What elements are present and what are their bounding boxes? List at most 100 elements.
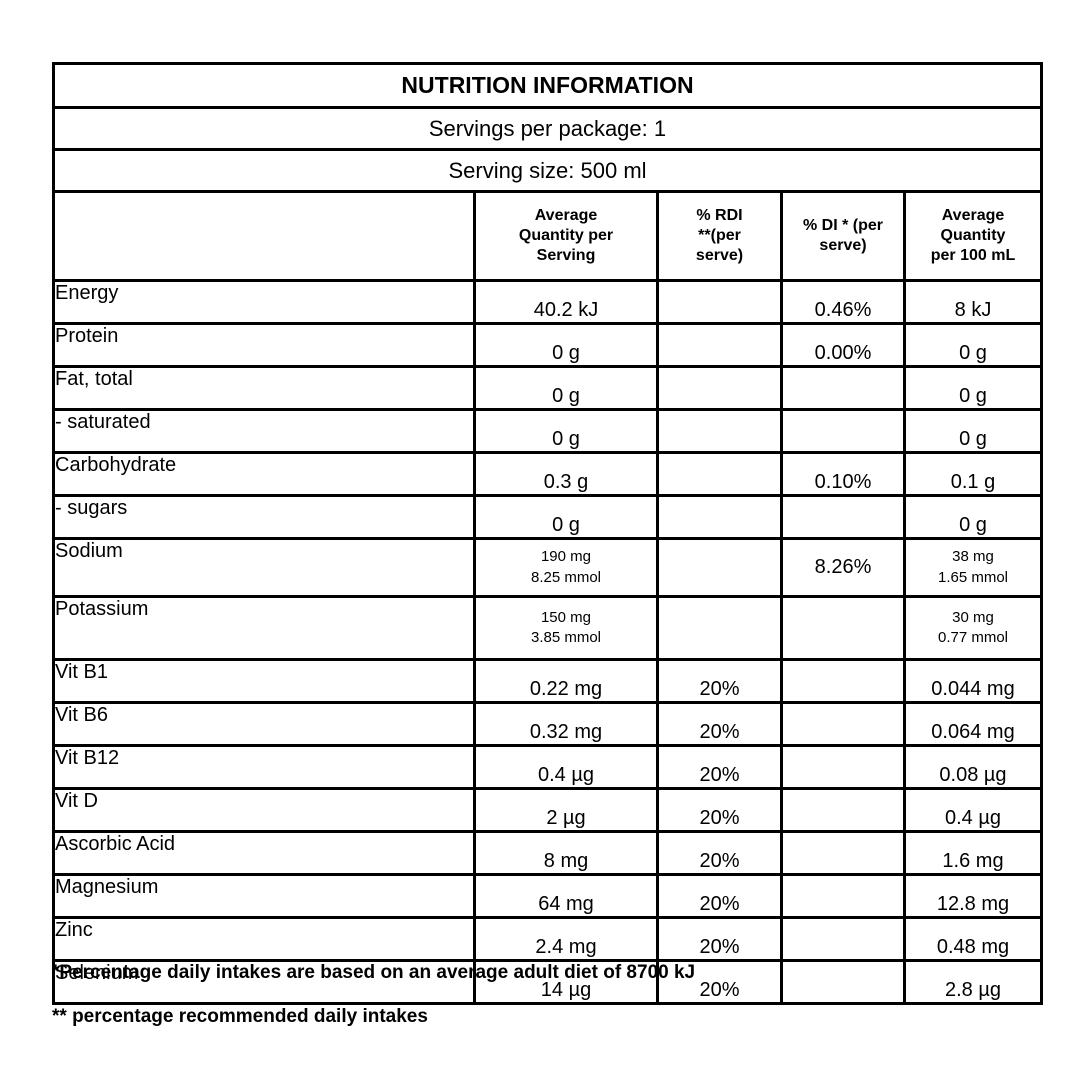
avg-per-100ml-value: 8 kJ <box>903 279 1043 325</box>
rdi-value <box>656 322 783 368</box>
serving-size-row: Serving size: 500 ml <box>52 148 1043 193</box>
footnote-rdi: ** percentage recommended daily intakes <box>52 1006 428 1027</box>
di-value: 8.26% <box>780 537 906 598</box>
avg-per-100ml-value: 38 mg 1.65 mmol <box>903 537 1043 598</box>
di-value <box>780 787 906 833</box>
rdi-value: 20% <box>656 744 783 790</box>
servings-per-package: Servings per package: 1 <box>52 106 1043 151</box>
di-value <box>780 658 906 704</box>
footnote-daily-intake: *Percentage daily intakes are based on a… <box>52 962 696 983</box>
avg-per-100ml-value: 30 mg 0.77 mmol <box>903 595 1043 661</box>
row-ascorbic-acid: Ascorbic Acid 8 mg 20% 1.6 mg <box>52 830 1043 876</box>
row-magnesium: Magnesium 64 mg 20% 12.8 mg <box>52 873 1043 919</box>
avg-per-serving-value: 8 mg <box>473 830 659 876</box>
rdi-value: 20% <box>656 916 783 962</box>
nutrient-name: - saturated <box>52 408 476 454</box>
avg-per-serving-value: 190 mg 8.25 mmol <box>473 537 659 598</box>
nutrient-name: Vit D <box>52 787 476 833</box>
di-value: 0.00% <box>780 322 906 368</box>
di-value: 0.10% <box>780 451 906 497</box>
nutrient-name: Selenium <box>52 959 476 1005</box>
di-value <box>780 916 906 962</box>
avg-per-100ml-value: 0 g <box>903 322 1043 368</box>
nutrient-name: Magnesium <box>52 873 476 919</box>
row-zinc: Zinc 2.4 mg 20% 0.48 mg <box>52 916 1043 962</box>
row-vit-b6: Vit B6 0.32 mg 20% 0.064 mg <box>52 701 1043 747</box>
avg-per-100ml-value: 0.4 µg <box>903 787 1043 833</box>
column-header-avg-per-serving: Average Quantity per Serving <box>473 190 659 282</box>
avg-per-serving-value: 0.32 mg <box>473 701 659 747</box>
avg-per-100ml-value: 12.8 mg <box>903 873 1043 919</box>
nutrient-name: Fat, total <box>52 365 476 411</box>
avg-per-100ml-value: 0 g <box>903 365 1043 411</box>
rdi-value: 20% <box>656 658 783 704</box>
table-title: NUTRITION INFORMATION <box>52 62 1043 109</box>
avg-per-100ml-value: 1.6 mg <box>903 830 1043 876</box>
rdi-value <box>656 537 783 598</box>
rdi-value <box>656 494 783 540</box>
row-carbohydrate: Carbohydrate 0.3 g 0.10% 0.1 g <box>52 451 1043 497</box>
column-header-avg-per-100ml: Average Quantity per 100 mL <box>903 190 1043 282</box>
nutrient-name: Protein <box>52 322 476 368</box>
row-vit-b1: Vit B1 0.22 mg 20% 0.044 mg <box>52 658 1043 704</box>
column-header-rdi: % RDI **(per serve) <box>656 190 783 282</box>
avg-per-serving-value: 40.2 kJ <box>473 279 659 325</box>
nutrient-name: Potassium <box>52 595 476 661</box>
rdi-value <box>656 451 783 497</box>
nutrition-table: NUTRITION INFORMATION Servings per packa… <box>52 62 1043 1005</box>
nutrient-name: Ascorbic Acid <box>52 830 476 876</box>
avg-per-serving-value: 0 g <box>473 322 659 368</box>
rdi-value <box>656 595 783 661</box>
nutrient-name: Carbohydrate <box>52 451 476 497</box>
rdi-value: 20% <box>656 701 783 747</box>
row-sugars: - sugars 0 g 0 g <box>52 494 1043 540</box>
avg-per-100ml-value: 0 g <box>903 494 1043 540</box>
row-potassium: Potassium 150 mg 3.85 mmol 30 mg 0.77 mm… <box>52 595 1043 661</box>
avg-per-100ml-value: 0.064 mg <box>903 701 1043 747</box>
di-value: 0.46% <box>780 279 906 325</box>
rdi-value <box>656 279 783 325</box>
avg-per-100ml-value: 0.1 g <box>903 451 1043 497</box>
nutrient-name: Zinc <box>52 916 476 962</box>
nutrient-name: Vit B12 <box>52 744 476 790</box>
rdi-value: 20% <box>656 830 783 876</box>
nutrient-name: Vit B1 <box>52 658 476 704</box>
nutrient-name: Sodium <box>52 537 476 598</box>
nutrient-name: Vit B6 <box>52 701 476 747</box>
row-energy: Energy 40.2 kJ 0.46% 8 kJ <box>52 279 1043 325</box>
row-vit-b12: Vit B12 0.4 µg 20% 0.08 µg <box>52 744 1043 790</box>
row-sodium: Sodium 190 mg 8.25 mmol 8.26% 38 mg 1.65… <box>52 537 1043 598</box>
avg-per-serving-value: 2 µg <box>473 787 659 833</box>
row-protein: Protein 0 g 0.00% 0 g <box>52 322 1043 368</box>
avg-per-100ml-value: 0 g <box>903 408 1043 454</box>
servings-per-package-row: Servings per package: 1 <box>52 106 1043 151</box>
nutrient-name: - sugars <box>52 494 476 540</box>
column-header-row: Average Quantity per Serving % RDI **(pe… <box>52 190 1043 282</box>
avg-per-100ml-value: 0.044 mg <box>903 658 1043 704</box>
avg-per-serving-value: 0.4 µg <box>473 744 659 790</box>
rdi-value: 20% <box>656 873 783 919</box>
rdi-value <box>656 365 783 411</box>
avg-per-serving-value: 150 mg 3.85 mmol <box>473 595 659 661</box>
nutrient-name: Energy <box>52 279 476 325</box>
avg-per-serving-value: 2.4 mg <box>473 916 659 962</box>
rdi-value: 20% <box>656 787 783 833</box>
column-header-di: % DI * (per serve) <box>780 190 906 282</box>
di-value <box>780 365 906 411</box>
serving-size: Serving size: 500 ml <box>52 148 1043 193</box>
avg-per-serving-value: 0.22 mg <box>473 658 659 704</box>
table-title-row: NUTRITION INFORMATION <box>52 62 1043 109</box>
avg-per-serving-value: 0 g <box>473 494 659 540</box>
rdi-value <box>656 408 783 454</box>
di-value <box>780 830 906 876</box>
avg-per-100ml-value: 0.48 mg <box>903 916 1043 962</box>
di-value <box>780 408 906 454</box>
di-value <box>780 494 906 540</box>
di-value <box>780 873 906 919</box>
row-vit-d: Vit D 2 µg 20% 0.4 µg <box>52 787 1043 833</box>
avg-per-100ml-value: 0.08 µg <box>903 744 1043 790</box>
avg-per-serving-value: 0 g <box>473 365 659 411</box>
di-value <box>780 959 906 1005</box>
rdi-value: 20% <box>656 959 783 1005</box>
